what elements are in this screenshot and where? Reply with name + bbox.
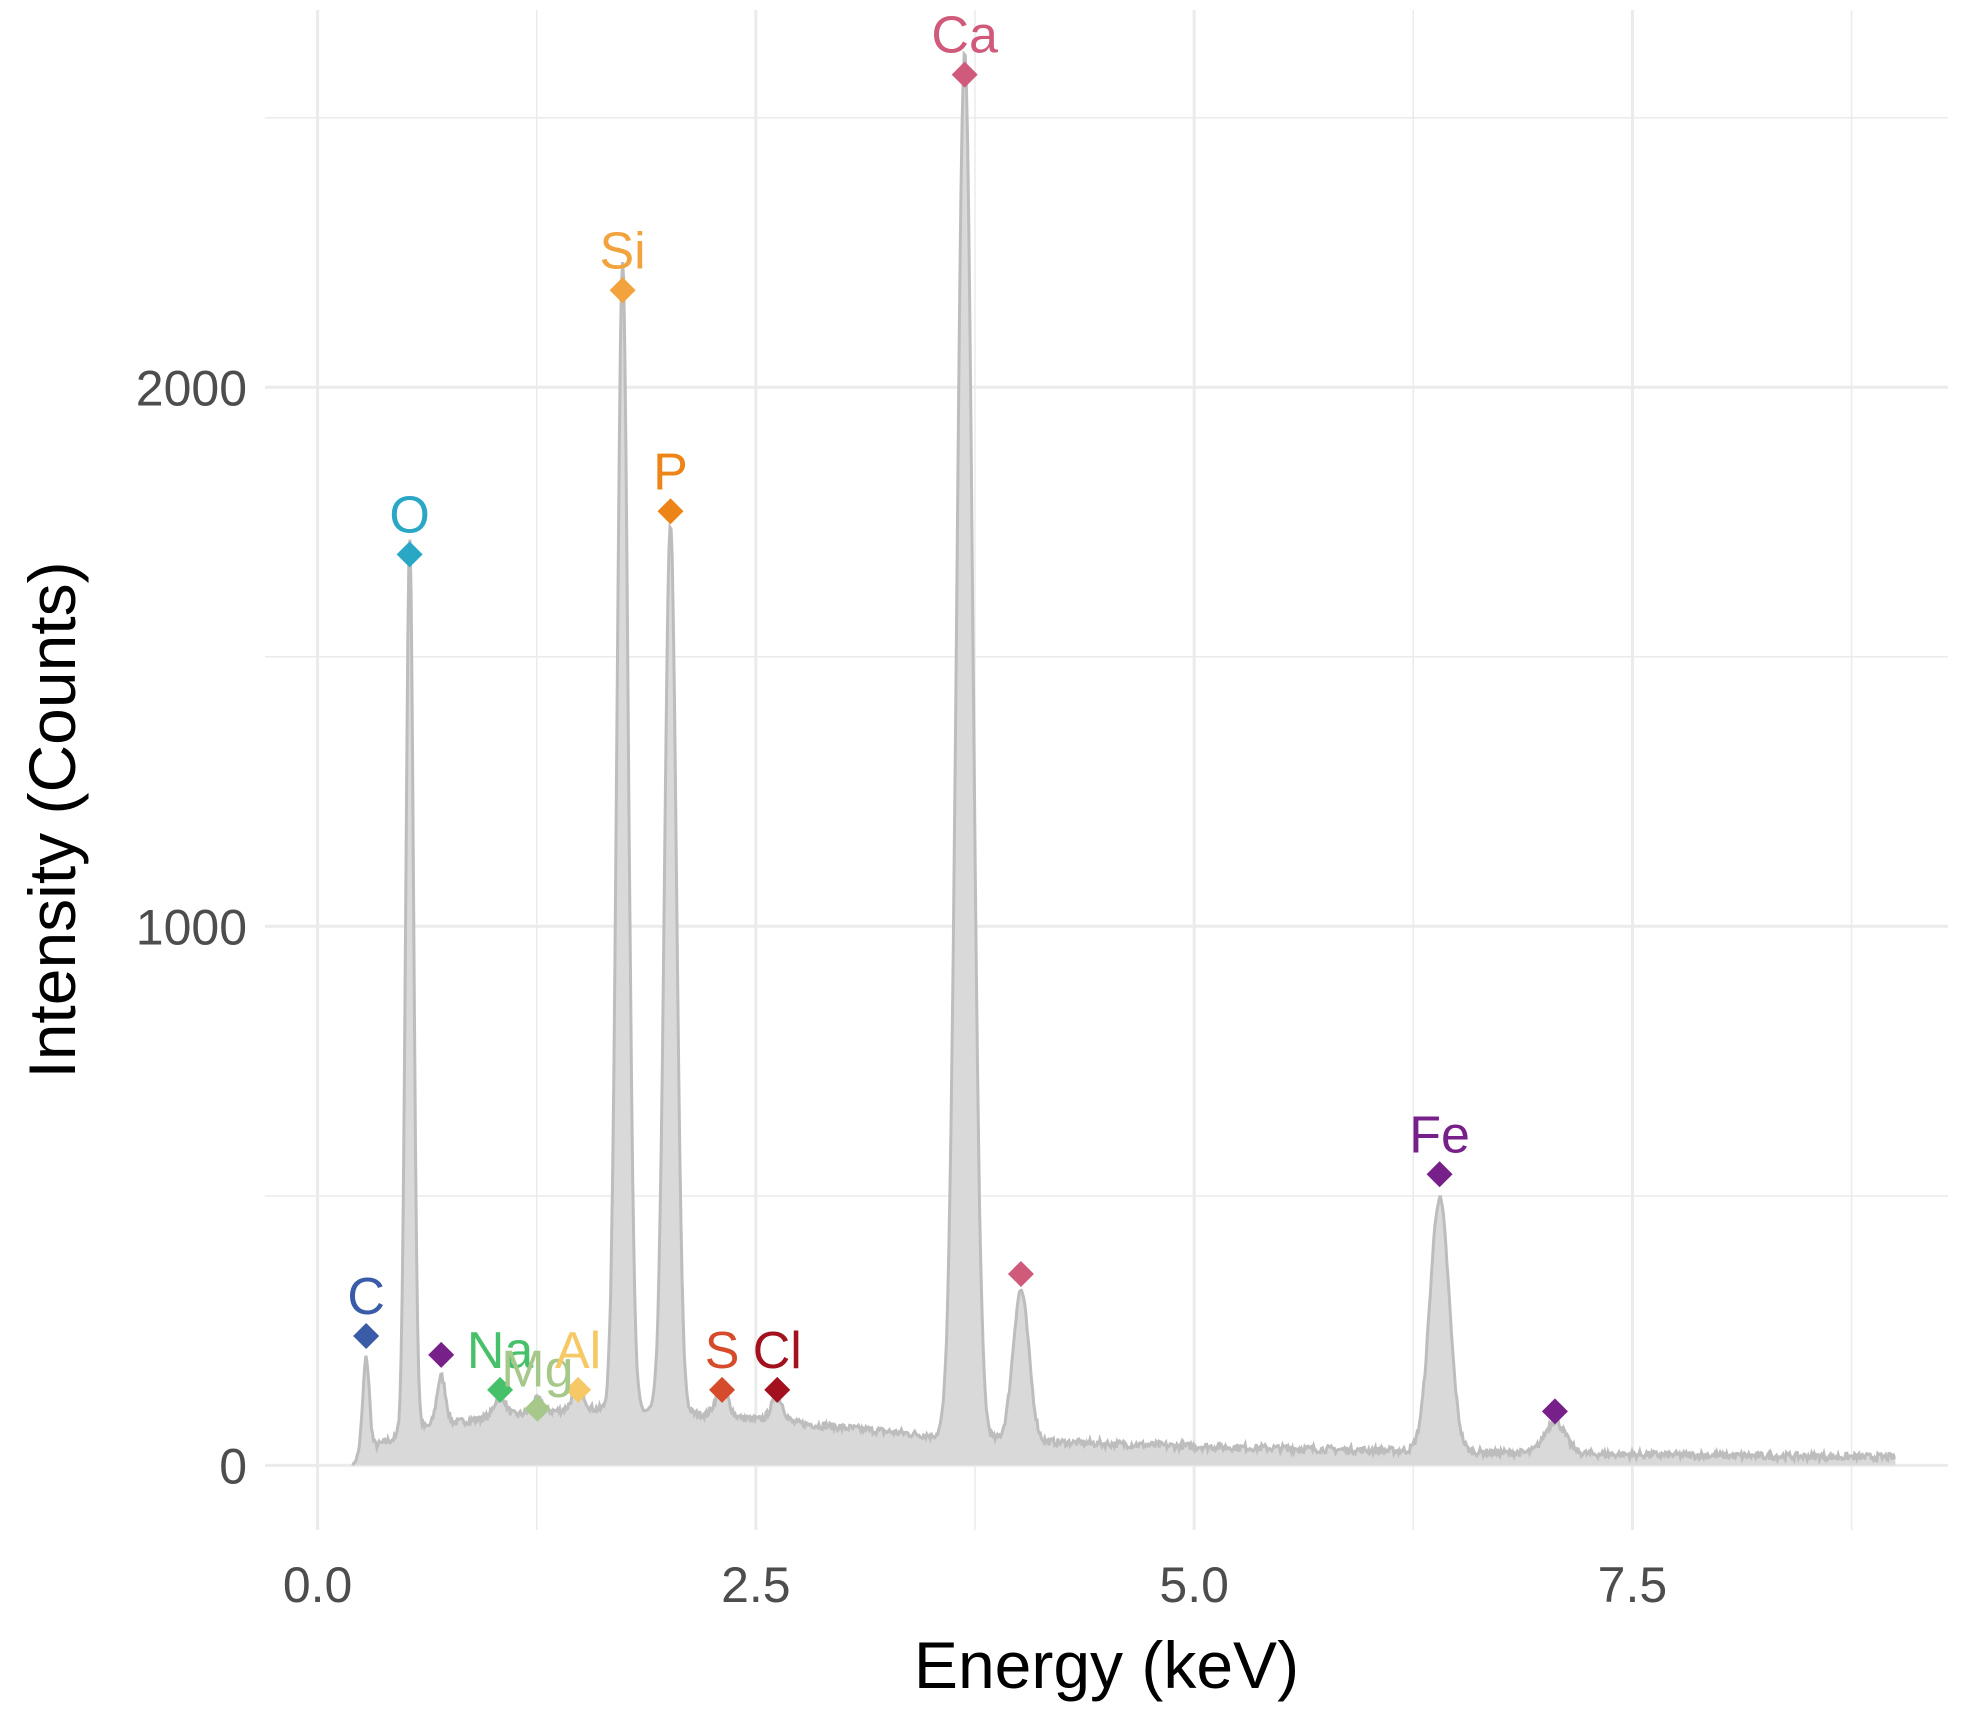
spectrum-line [351, 50, 1896, 1466]
peak-marker-ca [1007, 1260, 1034, 1287]
peak-label-fe: Fe [1409, 1106, 1470, 1164]
y-tick-label: 2000 [136, 360, 247, 416]
x-tick-label: 0.0 [283, 1557, 353, 1613]
peak-marker-mg [524, 1395, 551, 1422]
x-tick-label: 7.5 [1598, 1557, 1668, 1613]
y-tick-label: 0 [219, 1438, 247, 1494]
peak-label-s: S [705, 1322, 740, 1380]
x-axis-title: Energy (keV) [914, 1628, 1299, 1702]
peak-marker-cl [764, 1376, 791, 1403]
x-tick-label: 2.5 [721, 1557, 791, 1613]
peak-label-c: C [347, 1268, 385, 1326]
peak-marker-na [487, 1376, 514, 1403]
peak-label-o: O [389, 486, 429, 544]
peak-marker-p [657, 498, 684, 525]
peak-marker-fe [428, 1341, 455, 1368]
spectrum-area [352, 54, 1896, 1466]
x-tick-label: 5.0 [1159, 1557, 1229, 1613]
peak-label-al: Al [555, 1322, 601, 1380]
peak-label-p: P [653, 443, 688, 501]
peak-marker-c [353, 1322, 380, 1349]
x-axis-ticks: 0.0 2.5 5.0 7.5 [283, 1557, 1667, 1613]
peak-marker-al [565, 1376, 592, 1403]
y-axis-title: Intensity (Counts) [15, 561, 89, 1078]
peak-marker-si [609, 277, 636, 304]
grid [265, 10, 1948, 1530]
peak-markers [353, 61, 1568, 1425]
peak-label-si: Si [600, 222, 646, 280]
peak-marker-fe [1426, 1161, 1453, 1188]
y-axis-ticks: 0 1000 2000 [136, 360, 247, 1494]
spectrum [351, 50, 1896, 1466]
peak-marker-ca [951, 61, 978, 88]
peak-marker-s [709, 1376, 736, 1403]
peak-label-na: Na [467, 1322, 534, 1380]
peak-marker-fe [1541, 1398, 1568, 1425]
peak-label-ca: Ca [931, 7, 998, 65]
peak-label-cl: Cl [753, 1322, 802, 1380]
peak-label-mg: Mg [501, 1341, 573, 1399]
peak-marker-o [396, 541, 423, 568]
y-tick-label: 1000 [136, 899, 247, 955]
